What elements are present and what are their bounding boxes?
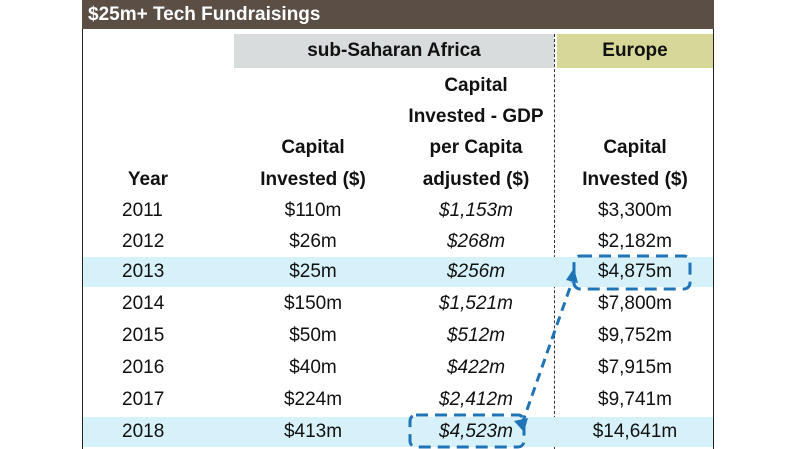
cell-ssa-capital: $50m [289, 325, 337, 346]
cell-year: 2013 [122, 261, 165, 282]
header-ssa-gdp-line2: Invested - GDP [408, 106, 544, 127]
cell-eu-capital: $14,641m [592, 421, 678, 442]
header-ssa-gdp-line3: per Capita [429, 137, 523, 158]
cell-eu-capital: $7,915m [598, 357, 672, 378]
cell-ssa-gdp: $268m [446, 231, 506, 252]
cell-year: 2017 [122, 389, 165, 410]
callout-arrowhead-top [566, 268, 578, 283]
row-highlight-2013 [83, 257, 713, 287]
cell-ssa-gdp: $1,521m [439, 293, 513, 314]
group-header-europe-label: Europe [602, 40, 668, 61]
cell-eu-capital: $3,300m [598, 200, 672, 221]
table-left-border [82, 29, 83, 449]
cell-ssa-capital: $150m [283, 293, 343, 314]
cell-ssa-gdp: $422m [446, 357, 506, 378]
header-ssa-gdp-line1: Capital [444, 75, 508, 96]
cell-eu-capital: $2,182m [598, 231, 672, 252]
header-ssa-gdp-line4: adjusted ($) [422, 169, 530, 190]
cell-eu-capital: $4,875m [598, 261, 672, 282]
cell-eu-capital: $9,741m [598, 389, 672, 410]
cell-year: 2015 [122, 325, 165, 346]
group-header-ssa-label: sub-Saharan Africa [307, 40, 481, 61]
cell-ssa-capital: $110m [284, 200, 342, 221]
cell-ssa-gdp: $4,523m [439, 421, 513, 442]
cell-year: 2016 [122, 357, 165, 378]
callout-box-2018-gdp [408, 413, 526, 449]
cell-ssa-capital: $40m [289, 357, 337, 378]
group-divider [554, 34, 555, 449]
group-header-ssa: sub-Saharan Africa [234, 34, 554, 68]
cell-eu-capital: $7,800m [598, 293, 672, 314]
cell-year: 2012 [122, 231, 165, 252]
table-title: $25m+ Tech Fundraisings [88, 4, 321, 25]
callout-box-2013-europe [572, 254, 692, 291]
cell-year: 2018 [122, 421, 165, 442]
row-highlight-2018 [83, 417, 713, 447]
cell-year: 2011 [122, 200, 163, 221]
cell-year: 2014 [122, 293, 165, 314]
cell-ssa-gdp: $512m [446, 325, 506, 346]
table-right-border [713, 29, 714, 449]
callout-arrow-2018-to-2013 [520, 281, 574, 425]
cell-eu-capital: $9,752m [598, 325, 672, 346]
cell-ssa-capital: $25m [289, 261, 337, 282]
cell-ssa-capital: $224m [283, 389, 343, 410]
group-header-europe: Europe [557, 34, 713, 68]
cell-ssa-capital: $413m [283, 421, 343, 442]
header-ssa-capital-line1: Capital [281, 137, 345, 158]
cell-ssa-gdp: $2,412m [439, 389, 513, 410]
header-year: Year [127, 169, 169, 190]
callout-arrowhead-bottom [514, 418, 528, 432]
cell-ssa-gdp: $1,153m [439, 200, 513, 221]
header-eu-capital-line1: Capital [603, 137, 667, 158]
header-eu-capital-line2: Invested ($) [582, 169, 688, 190]
cell-ssa-gdp: $256m [446, 261, 506, 282]
cell-ssa-capital: $26m [289, 231, 337, 252]
title-bar [82, 0, 714, 29]
header-ssa-capital-line2: Invested ($) [260, 169, 366, 190]
